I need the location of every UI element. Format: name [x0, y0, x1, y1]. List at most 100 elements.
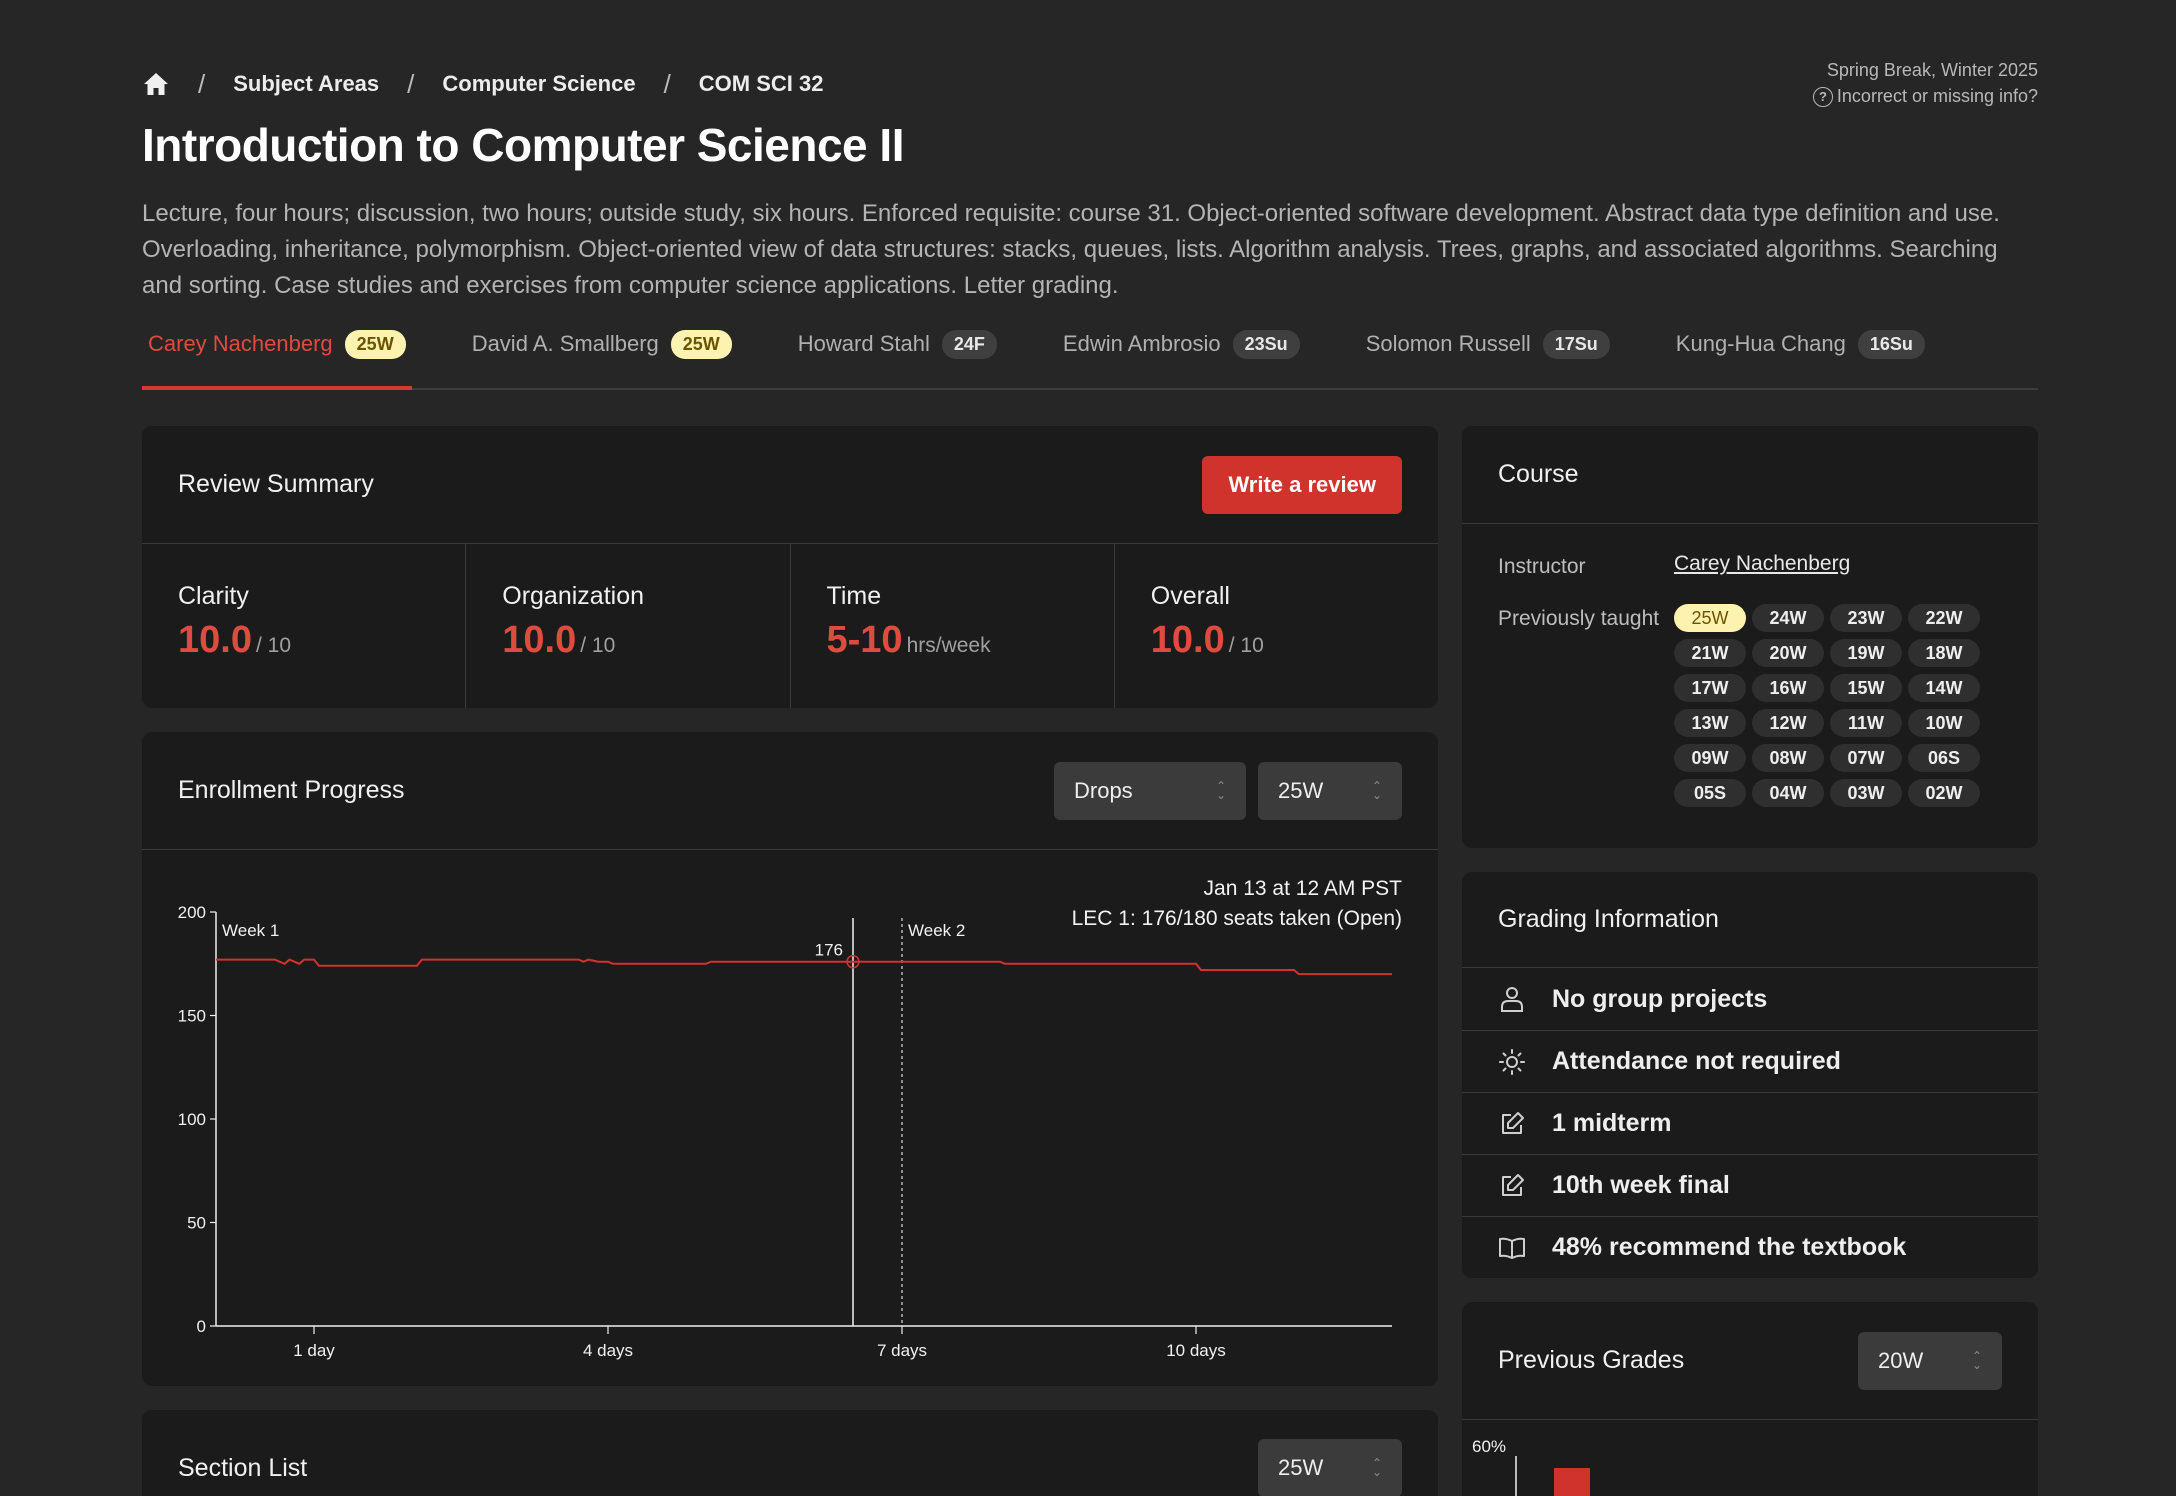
grades-term-select[interactable]: 20W ⌃ ⌄ [1858, 1331, 2002, 1390]
section-list-header: Section List 25W ⌃ ⌄ [142, 1410, 1438, 1496]
instructor-row: Instructor Carey Nachenberg [1462, 552, 2038, 582]
tab-howard-stahl[interactable]: Howard Stahl 24F [792, 324, 1003, 364]
term-chip[interactable]: 21W [1674, 639, 1746, 667]
metric-overall: Overall 10.0/ 10 [1115, 544, 1438, 708]
grading-text: 10th week final [1552, 1171, 1730, 1199]
metric-value: 5-10 [826, 619, 903, 661]
term-badge: 17Su [1542, 329, 1610, 359]
grade-distribution-chart: 60% [1472, 1437, 1590, 1496]
term-chip[interactable]: 09W [1674, 744, 1746, 772]
y-tick-label: 0 [197, 1317, 206, 1336]
term-chip[interactable]: 20W [1752, 639, 1824, 667]
term-chip[interactable]: 23W [1830, 604, 1902, 632]
term-chip[interactable]: 14W [1908, 674, 1980, 702]
write-review-button[interactable]: Write a review [1202, 455, 1402, 514]
enrollment-progress-card: Enrollment Progress Drops ⌃ ⌄ 25W ⌃ ⌄ Jan … [142, 732, 1438, 1386]
term-chip[interactable]: 17W [1674, 674, 1746, 702]
enrollment-header: Enrollment Progress Drops ⌃ ⌄ 25W ⌃ ⌄ [142, 732, 1438, 850]
y-tick-label: 50 [187, 1214, 206, 1233]
term-badge: 25W [670, 329, 732, 359]
x-tick-label: 4 days [583, 1341, 633, 1360]
term-chip[interactable]: 24W [1752, 604, 1824, 632]
grading-item: 1 midterm [1462, 1092, 2038, 1154]
metric-unit: / 10 [580, 634, 616, 657]
chevron-updown-icon: ⌃ ⌄ [1215, 778, 1226, 802]
term-chip[interactable]: 05S [1674, 779, 1746, 807]
review-metrics: Clarity 10.0/ 10 Organization 10.0/ 10 T… [142, 544, 1438, 708]
instructor-link[interactable]: Carey Nachenberg [1674, 552, 1851, 575]
term-chip[interactable]: 11W [1830, 709, 1902, 737]
previously-taught-row: Previously taught 25W 24W 23W 22W 21W 20W 19W 1… [1462, 604, 2038, 807]
course-card-header: Course [1462, 426, 2038, 524]
term-chip[interactable]: 12W [1752, 709, 1824, 737]
grading-item: Attendance not required [1462, 1030, 2038, 1092]
tab-label: Howard Stahl [797, 331, 930, 356]
grading-item: 10th week final [1462, 1154, 2038, 1216]
select-value: 25W [1278, 777, 1324, 803]
term-note: Spring Break, Winter 2025 [1826, 60, 2038, 80]
term-chip[interactable]: 08W [1752, 744, 1824, 772]
grade-bar [1554, 1468, 1590, 1496]
term-chip[interactable]: 04W [1752, 779, 1824, 807]
select-value: 20W [1878, 1347, 1924, 1373]
breadcrumb-course-code[interactable]: COM SCI 32 [698, 71, 824, 96]
metric-unit: / 10 [255, 634, 291, 657]
enrollment-mode-select[interactable]: Drops ⌃ ⌄ [1054, 761, 1246, 820]
tab-label: David A. Smallberg [471, 331, 659, 356]
course-card-title: Course [1498, 460, 1579, 488]
tab-david-smallberg[interactable]: David A. Smallberg 25W [466, 324, 738, 364]
term-badge: 24F [941, 329, 997, 359]
term-chip[interactable]: 06S [1908, 744, 1980, 772]
section-term-select[interactable]: 25W ⌃ ⌄ [1258, 1439, 1402, 1496]
term-chip[interactable]: 07W [1830, 744, 1902, 772]
course-card: Course Instructor Carey Nachenberg Previ… [1462, 426, 2038, 848]
grading-header: Grading Information [1462, 872, 2038, 968]
grading-text: Attendance not required [1552, 1047, 1841, 1075]
enrollment-term-select[interactable]: 25W ⌃ ⌄ [1258, 761, 1402, 820]
term-chip[interactable]: 15W [1830, 674, 1902, 702]
enrollment-chart[interactable]: 0 50 100 150 200 1 day 4 days 7 days 10 days Week… [142, 850, 1438, 1386]
tab-label: Solomon Russell [1365, 331, 1531, 356]
enrollment-series-line [216, 958, 1392, 976]
term-chip[interactable]: 16W [1752, 674, 1824, 702]
breadcrumb-subject-areas[interactable]: Subject Areas [233, 71, 380, 96]
metric-organization: Organization 10.0/ 10 [466, 544, 791, 708]
x-tick-label: 10 days [1166, 1341, 1226, 1360]
metric-value: 10.0 [1150, 619, 1225, 661]
chevron-updown-icon: ⌃ ⌄ [1371, 778, 1382, 802]
tab-solomon-russell[interactable]: Solomon Russell 17Su [1360, 324, 1616, 364]
term-chip[interactable]: 22W [1908, 604, 1980, 632]
term-chip[interactable]: 18W [1908, 639, 1980, 667]
week-marker-label: Week 1 [222, 921, 279, 940]
term-chip[interactable]: 03W [1830, 779, 1902, 807]
x-tick-label: 1 day [293, 1341, 335, 1360]
page-title: Introduction to Computer Science II [142, 119, 904, 171]
question-circle-icon: ? [1812, 86, 1833, 107]
tab-edwin-ambrosio[interactable]: Edwin Ambrosio 23Su [1057, 324, 1306, 364]
term-chip[interactable]: 02W [1908, 779, 1980, 807]
grading-text: 48% recommend the textbook [1552, 1233, 1907, 1261]
instructor-label: Instructor [1498, 555, 1586, 578]
term-chip[interactable]: 10W [1908, 709, 1980, 737]
term-chip[interactable]: 19W [1830, 639, 1902, 667]
term-badge: 25W [344, 329, 406, 359]
tab-carey-nachenberg[interactable]: Carey Nachenberg 25W [142, 324, 412, 390]
x-tick-label: 7 days [877, 1341, 927, 1360]
instructor-tabs: Carey Nachenberg 25W David A. Smallberg … [142, 324, 2038, 390]
edit-icon [1498, 1172, 1526, 1200]
term-chip[interactable]: 25W [1674, 604, 1746, 632]
tab-kung-hua-chang[interactable]: Kung-Hua Chang 16Su [1670, 324, 1931, 364]
chevron-updown-icon: ⌃ ⌄ [1371, 1456, 1382, 1479]
grading-item: No group projects [1462, 968, 2038, 1030]
term-chip[interactable]: 13W [1674, 709, 1746, 737]
term-badge: 23Su [1232, 329, 1300, 359]
report-info-label: Incorrect or missing info? [1836, 86, 2038, 106]
report-info-link[interactable]: ? Incorrect or missing info? [1812, 84, 2038, 109]
previous-grades-card: Previous Grades 20W ⌃ ⌄ 60% [1462, 1302, 2038, 1496]
metric-label: Clarity [178, 582, 249, 610]
breadcrumb-computer-science[interactable]: Computer Science [442, 71, 636, 96]
home-icon[interactable] [142, 70, 170, 98]
grading-list: No group projects Attendance not require… [1462, 968, 2038, 1278]
metric-label: Organization [502, 582, 644, 610]
previous-grades-title: Previous Grades [1498, 1346, 1685, 1374]
